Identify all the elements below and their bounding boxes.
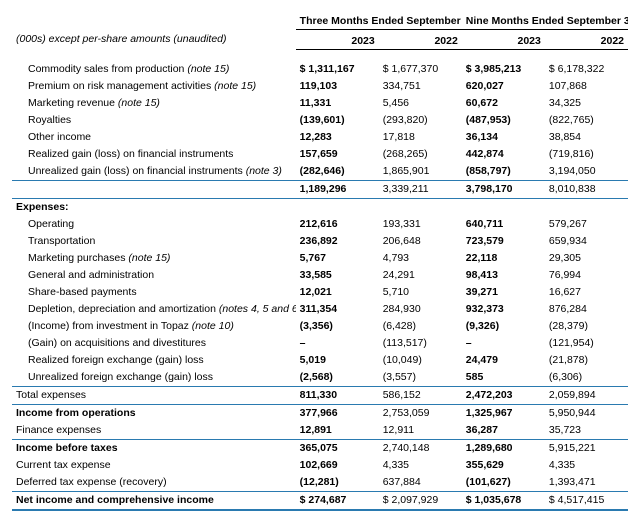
- row-realized-gain-loss: Realized gain (loss) on financial instru…: [12, 146, 628, 163]
- row-deferred-tax: Deferred tax expense (recovery) (12,281)…: [12, 474, 628, 492]
- label: Current tax expense: [12, 457, 296, 474]
- row-dda: Depletion, depreciation and amortization…: [12, 301, 628, 318]
- note: (notes 4, 5 and 6): [219, 303, 296, 315]
- row-transportation: Transportation 236,892206,648723,579659,…: [12, 233, 628, 250]
- label: (Income) from investment in Topaz: [28, 320, 189, 332]
- row-commodity-sales: Commodity sales from production (note 15…: [12, 61, 628, 78]
- label: Transportation: [12, 233, 296, 250]
- label: Net income and comprehensive income: [12, 491, 296, 510]
- note: (note 15): [128, 252, 170, 264]
- label: Marketing revenue: [28, 97, 115, 109]
- label: Share-based payments: [12, 284, 296, 301]
- col-2022-3mo: 2022: [379, 29, 462, 49]
- row-premium-risk-mgmt: Premium on risk management activities (n…: [12, 78, 628, 95]
- label: Operating: [12, 216, 296, 233]
- label: (Gain) on acquisitions and divestitures: [12, 335, 296, 352]
- table-subtitle: (000s) except per-share amounts (unaudit…: [12, 29, 296, 49]
- note: (note 15): [214, 80, 256, 92]
- row-income-from-operations: Income from operations 377,9662,753,0591…: [12, 404, 628, 422]
- label: Total expenses: [12, 386, 296, 404]
- header-row-periods: Three Months Ended September 30, Nine Mo…: [12, 12, 628, 29]
- row-unrealized-fx: Unrealized foreign exchange (gain) loss …: [12, 369, 628, 387]
- row-realized-fx: Realized foreign exchange (gain) loss 5,…: [12, 352, 628, 369]
- row-other-income: Other income 12,28317,81836,13438,854: [12, 129, 628, 146]
- note: (note 15): [118, 97, 160, 109]
- col-2023-9mo: 2023: [462, 29, 545, 49]
- label: Deferred tax expense (recovery): [12, 474, 296, 492]
- row-total-expenses: Total expenses 811,330586,1522,472,2032,…: [12, 386, 628, 404]
- row-royalties: Royalties (139,601)(293,820)(487,953)(82…: [12, 112, 628, 129]
- label: Income before taxes: [12, 439, 296, 457]
- label: Royalties: [12, 112, 296, 129]
- header-row-years: (000s) except per-share amounts (unaudit…: [12, 29, 628, 49]
- label: General and administration: [12, 267, 296, 284]
- period-9mo: Nine Months Ended September 30,: [462, 12, 628, 29]
- label: Depletion, depreciation and amortization: [28, 303, 216, 315]
- row-expenses-header: Expenses:: [12, 198, 628, 216]
- col-2023-3mo: 2023: [296, 29, 379, 49]
- label: Other income: [12, 129, 296, 146]
- label: Premium on risk management activities: [28, 80, 211, 92]
- period-3mo: Three Months Ended September 30,: [296, 12, 462, 29]
- row-current-tax: Current tax expense 102,6694,335355,6294…: [12, 457, 628, 474]
- label: Unrealized foreign exchange (gain) loss: [12, 369, 296, 387]
- val-2023-3mo: $ 1,311,167: [296, 61, 379, 78]
- row-income-topaz: (Income) from investment in Topaz (note …: [12, 318, 628, 335]
- row-share-based-payments: Share-based payments 12,0215,71039,27116…: [12, 284, 628, 301]
- val-2022-9mo: $ 6,178,322: [545, 61, 628, 78]
- row-operating: Operating 212,616193,331640,711579,267: [12, 216, 628, 233]
- row-net-income: Net income and comprehensive income $ 27…: [12, 491, 628, 510]
- row-income-before-taxes: Income before taxes 365,0752,740,1481,28…: [12, 439, 628, 457]
- income-statement-table: Three Months Ended September 30, Nine Mo…: [12, 12, 628, 511]
- note: (note 3): [246, 165, 282, 177]
- label: Marketing purchases: [28, 252, 125, 264]
- row-finance-expenses: Finance expenses 12,89112,91136,28735,72…: [12, 422, 628, 440]
- row-unrealized-gain-loss: Unrealized gain (loss) on financial inst…: [12, 163, 628, 181]
- label: Commodity sales from production: [28, 63, 184, 75]
- label: Finance expenses: [12, 422, 296, 440]
- label: Unrealized gain (loss) on financial inst…: [28, 165, 243, 177]
- expenses-label: Expenses:: [12, 198, 296, 216]
- val-2022-3mo: $ 1,677,370: [379, 61, 462, 78]
- col-2022-9mo: 2022: [545, 29, 628, 49]
- label: Income from operations: [12, 404, 296, 422]
- row-general-admin: General and administration 33,58524,2919…: [12, 267, 628, 284]
- row-revenue-subtotal: 1,189,2963,339,2113,798,1708,010,838: [12, 180, 628, 198]
- label: Realized foreign exchange (gain) loss: [12, 352, 296, 369]
- note: (note 10): [192, 320, 234, 332]
- row-marketing-purchases: Marketing purchases (note 15) 5,7674,793…: [12, 250, 628, 267]
- row-gain-acq-divest: (Gain) on acquisitions and divestitures …: [12, 335, 628, 352]
- label: Realized gain (loss) on financial instru…: [12, 146, 296, 163]
- val-2023-9mo: $ 3,985,213: [462, 61, 545, 78]
- row-marketing-revenue: Marketing revenue (note 15) 11,3315,4566…: [12, 95, 628, 112]
- note: (note 15): [187, 63, 229, 75]
